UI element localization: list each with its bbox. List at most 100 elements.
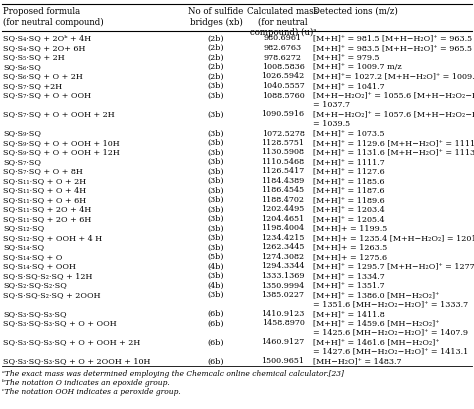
- Text: SQ·S₅·SQ + 2H: SQ·S₅·SQ + 2H: [3, 53, 64, 61]
- Text: [M+H]⁺ = 1127.6: [M+H]⁺ = 1127.6: [313, 167, 385, 175]
- Text: SQ·S₆·SQ + O + 2H: SQ·S₆·SQ + O + 2H: [3, 72, 83, 80]
- Text: ᶜThe notation OOH indicates a peroxide group.: ᶜThe notation OOH indicates a peroxide g…: [2, 387, 181, 395]
- Text: SQ·S₉·SQ + O + OOH + 10H: SQ·S₉·SQ + O + OOH + 10H: [3, 139, 119, 147]
- Text: Calculated mass
(for neutral
compound) (u)ᵃ: Calculated mass (for neutral compound) (…: [247, 7, 319, 37]
- Text: SQ·S₄·SQ + 2O+ 6H: SQ·S₄·SQ + 2O+ 6H: [3, 44, 85, 52]
- Text: 1262.3445: 1262.3445: [261, 243, 305, 251]
- Text: SQ·S₂·SQ·S₂·SQ: SQ·S₂·SQ·S₂·SQ: [3, 281, 67, 289]
- Text: SQ·S·SQ·S₂·SQ + 12H: SQ·S·SQ·S₂·SQ + 12H: [3, 271, 92, 279]
- Text: (5b): (5b): [208, 252, 224, 261]
- Text: 1333.1369: 1333.1369: [261, 271, 305, 279]
- Text: [M+H]⁺ = 1386.0 [MH−H₂O₂]⁺
= 1351.6 [MH−H₂O₂−H₂O]⁺ = 1333.7: [M+H]⁺ = 1386.0 [MH−H₂O₂]⁺ = 1351.6 [MH−…: [313, 290, 468, 308]
- Text: SQ·S₁₂·SQ + OOH + 4 H: SQ·S₁₂·SQ + OOH + 4 H: [3, 234, 102, 241]
- Text: (3b): (3b): [208, 82, 224, 90]
- Text: 1458.8970: 1458.8970: [262, 319, 304, 327]
- Text: SQ·S₁₁·SQ + O + 6H: SQ·S₁₁·SQ + O + 6H: [3, 196, 86, 204]
- Text: (2b): (2b): [208, 63, 224, 71]
- Text: 1500.9651: 1500.9651: [262, 357, 304, 364]
- Text: [M+H]⁺ = 1205.4: [M+H]⁺ = 1205.4: [313, 214, 384, 222]
- Text: Proposed formula
(for neutral compound): Proposed formula (for neutral compound): [3, 7, 104, 27]
- Text: (3b): (3b): [208, 110, 224, 118]
- Text: [M+H]⁺ = 1351.7: [M+H]⁺ = 1351.7: [313, 281, 384, 289]
- Text: [M+H]+ = 1235.4 [M+H−H₂O₂] = 1201.4: [M+H]+ = 1235.4 [M+H−H₂O₂] = 1201.4: [313, 234, 474, 241]
- Text: SQ·S₆·SQ: SQ·S₆·SQ: [3, 63, 41, 71]
- Text: 1460.9127: 1460.9127: [261, 338, 305, 346]
- Text: [M+H]⁺= 1027.2 [M+H−H₂O]⁺ = 1009.7: [M+H]⁺= 1027.2 [M+H−H₂O]⁺ = 1009.7: [313, 72, 474, 80]
- Text: [M+H]⁺ = 1111.7: [M+H]⁺ = 1111.7: [313, 157, 385, 166]
- Text: (3b): (3b): [208, 234, 224, 241]
- Text: [M+H]⁺ = 1189.6: [M+H]⁺ = 1189.6: [313, 196, 385, 204]
- Text: SQ·S·SQ·S₂·SQ + 2OOH: SQ·S·SQ·S₂·SQ + 2OOH: [3, 290, 100, 298]
- Text: [M+H−H₂O₂]⁺ = 1055.6 [M+H−H₂O₂−H₂O]⁺
= 1037.7: [M+H−H₂O₂]⁺ = 1055.6 [M+H−H₂O₂−H₂O]⁺ = 1…: [313, 91, 474, 108]
- Text: SQ·S₇·SQ + O + OOH + 2H: SQ·S₇·SQ + O + OOH + 2H: [3, 110, 115, 118]
- Text: (3b): (3b): [208, 224, 224, 232]
- Text: [M+H]⁺ = 979.5: [M+H]⁺ = 979.5: [313, 53, 380, 61]
- Text: SQ·S₇·SQ + O + OOH: SQ·S₇·SQ + O + OOH: [3, 91, 91, 99]
- Text: SQ·S₉·SQ: SQ·S₉·SQ: [3, 129, 41, 137]
- Text: 1184.4389: 1184.4389: [261, 177, 305, 184]
- Text: 1040.5557: 1040.5557: [262, 82, 304, 90]
- Text: (3b): (3b): [208, 271, 224, 279]
- Text: [M+H]⁺ = 1041.7: [M+H]⁺ = 1041.7: [313, 82, 384, 90]
- Text: SQ·S₇·SQ + O + 8H: SQ·S₇·SQ + O + 8H: [3, 167, 83, 175]
- Text: SQ·S₃·SQ·S₃·SQ: SQ·S₃·SQ·S₃·SQ: [3, 309, 67, 317]
- Text: (3b): (3b): [208, 205, 224, 213]
- Text: [M+H−H₂O₂]⁺ = 1057.6 [M+H−H₂O₂−H₂O]⁺
= 1039.5: [M+H−H₂O₂]⁺ = 1057.6 [M+H−H₂O₂−H₂O]⁺ = 1…: [313, 110, 474, 127]
- Text: (3b): (3b): [208, 196, 224, 204]
- Text: SQ·S₃·SQ·S₃·SQ + O + 2OOH + 10H: SQ·S₃·SQ·S₃·SQ + O + 2OOH + 10H: [3, 357, 150, 364]
- Text: 1204.4651: 1204.4651: [261, 214, 305, 222]
- Text: 1088.5760: 1088.5760: [262, 91, 304, 99]
- Text: (3b): (3b): [208, 91, 224, 99]
- Text: 1128.5751: 1128.5751: [262, 139, 304, 147]
- Text: SQ·S₉·SQ + O + OOH + 12H: SQ·S₉·SQ + O + OOH + 12H: [3, 148, 120, 156]
- Text: SQ·S₃·SQ·S₃·SQ + O + OOH: SQ·S₃·SQ·S₃·SQ + O + OOH: [3, 319, 117, 327]
- Text: Detected ions (m/z): Detected ions (m/z): [313, 7, 398, 16]
- Text: (6b): (6b): [208, 319, 224, 327]
- Text: ᵃThe exact mass was determined employing the Chemcalc online chemical calculator: ᵃThe exact mass was determined employing…: [2, 369, 344, 377]
- Text: 1130.5908: 1130.5908: [262, 148, 304, 156]
- Text: SQ·S₁₂·SQ: SQ·S₁₂·SQ: [3, 224, 44, 232]
- Text: 1188.4702: 1188.4702: [262, 196, 304, 204]
- Text: 1410.9123: 1410.9123: [261, 309, 305, 317]
- Text: SQ·S₄·SQ + 2Oᵇ + 4H: SQ·S₄·SQ + 2Oᵇ + 4H: [3, 34, 91, 43]
- Text: 1385.0227: 1385.0227: [262, 290, 304, 298]
- Text: (4b): (4b): [208, 281, 224, 289]
- Text: [M+H]+ = 1199.5: [M+H]+ = 1199.5: [313, 224, 387, 232]
- Text: (6b): (6b): [208, 357, 224, 364]
- Text: (4b): (4b): [208, 262, 224, 270]
- Text: (3b): (3b): [208, 214, 224, 222]
- Text: [M+H]⁺ = 983.5 [M+H−H₂O]⁺ = 965.5: [M+H]⁺ = 983.5 [M+H−H₂O]⁺ = 965.5: [313, 44, 472, 52]
- Text: 1294.3344: 1294.3344: [261, 262, 305, 270]
- Text: 1234.4215: 1234.4215: [261, 234, 305, 241]
- Text: [M+H]⁺ = 1131.6 [M+H−H₂O]⁺ = 1113.7: [M+H]⁺ = 1131.6 [M+H−H₂O]⁺ = 1113.7: [313, 148, 474, 156]
- Text: 1198.4004: 1198.4004: [262, 224, 305, 232]
- Text: (3b): (3b): [208, 148, 224, 156]
- Text: 978.6272: 978.6272: [264, 53, 302, 61]
- Text: (3b): (3b): [208, 186, 224, 194]
- Text: (2b): (2b): [208, 53, 224, 61]
- Text: 1126.5417: 1126.5417: [261, 167, 305, 175]
- Text: ᵇThe notation O indicates an epoxide group.: ᵇThe notation O indicates an epoxide gro…: [2, 378, 170, 386]
- Text: 1350.9994: 1350.9994: [261, 281, 305, 289]
- Text: (6b): (6b): [208, 309, 224, 317]
- Text: 1090.5916: 1090.5916: [262, 110, 305, 118]
- Text: [M+H]⁺ = 1073.5: [M+H]⁺ = 1073.5: [313, 129, 384, 137]
- Text: 1202.4495: 1202.4495: [261, 205, 305, 213]
- Text: SQ·S₃·SQ·S₃·SQ + O + OOH + 2H: SQ·S₃·SQ·S₃·SQ + O + OOH + 2H: [3, 338, 140, 346]
- Text: [M+H]⁺ = 1461.6 [MH−H₂O₂]⁺
= 1427.6 [MH−H₂O₂−H₂O]⁺ = 1413.1: [M+H]⁺ = 1461.6 [MH−H₂O₂]⁺ = 1427.6 [MH−…: [313, 338, 468, 355]
- Text: 980.6961: 980.6961: [264, 34, 302, 43]
- Text: SQ·S₁₄·SQ + O: SQ·S₁₄·SQ + O: [3, 252, 63, 261]
- Text: [M+H]+ = 1263.5: [M+H]+ = 1263.5: [313, 243, 387, 251]
- Text: (3b): (3b): [208, 129, 224, 137]
- Text: [M+H]⁺ = 1411.8: [M+H]⁺ = 1411.8: [313, 309, 385, 317]
- Text: [M+H]⁺ = 1459.6 [MH−H₂O₂]⁺
= 1425.6 [MH−H₂O₂−H₂O]⁺ = 1407.9: [M+H]⁺ = 1459.6 [MH−H₂O₂]⁺ = 1425.6 [MH−…: [313, 319, 468, 336]
- Text: (2b): (2b): [208, 34, 224, 43]
- Text: [M+H]+ = 1275.6: [M+H]+ = 1275.6: [313, 252, 387, 261]
- Text: 1008.5836: 1008.5836: [262, 63, 304, 71]
- Text: [M+H]⁺ = 981.5 [M+H−H₂O]⁺ = 963.5: [M+H]⁺ = 981.5 [M+H−H₂O]⁺ = 963.5: [313, 34, 472, 43]
- Text: 1110.5468: 1110.5468: [262, 157, 305, 166]
- Text: 1072.5278: 1072.5278: [262, 129, 304, 137]
- Text: SQ·S₇·SQ: SQ·S₇·SQ: [3, 157, 41, 166]
- Text: No of sulfide
bridges (xb): No of sulfide bridges (xb): [188, 7, 244, 27]
- Text: SQ·S₁₁·SQ + 2O + 4H: SQ·S₁₁·SQ + 2O + 4H: [3, 205, 91, 213]
